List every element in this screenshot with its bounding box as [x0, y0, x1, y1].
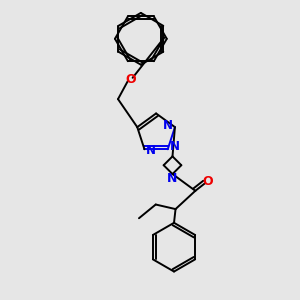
Text: O: O: [202, 175, 213, 188]
Text: N: N: [146, 144, 156, 157]
Text: N: N: [169, 140, 179, 153]
Text: N: N: [167, 172, 178, 185]
Text: O: O: [125, 73, 136, 86]
Text: N: N: [163, 119, 173, 132]
